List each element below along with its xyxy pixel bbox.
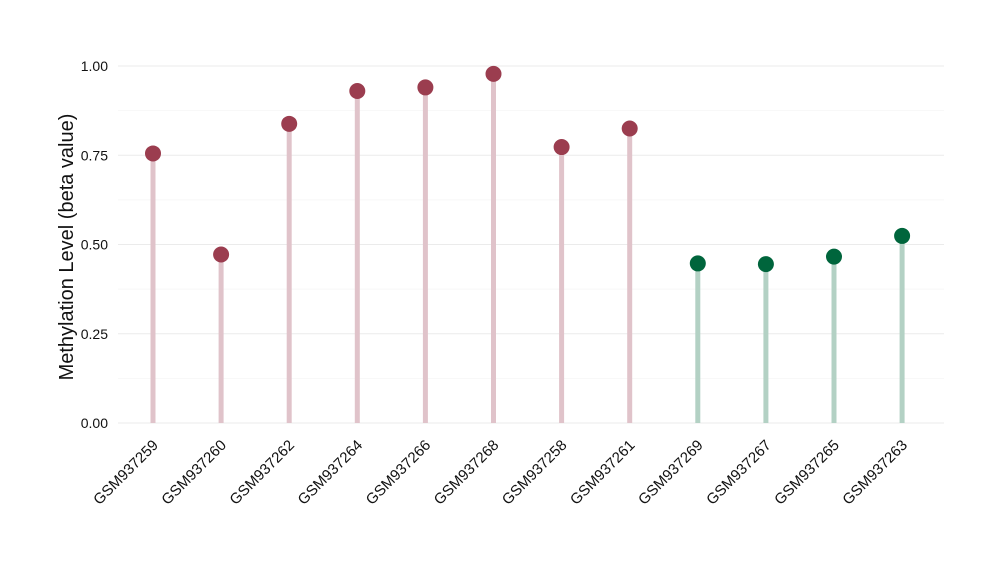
y-tick-label: 0.50: [81, 237, 108, 253]
y-axis-label: Methylation Level (beta value): [56, 114, 78, 381]
x-tick-label: GSM937260: [158, 437, 230, 509]
lollipop-point: [281, 115, 298, 132]
y-tick-label: 0.75: [81, 147, 108, 163]
lollipop-point: [894, 227, 911, 244]
x-tick-label: GSM937262: [226, 437, 298, 509]
x-tick-label: GSM937259: [90, 437, 162, 509]
x-tick-label: GSM937266: [363, 437, 435, 509]
x-tick-label: GSM937267: [703, 437, 775, 509]
lollipop-point: [621, 120, 638, 137]
y-tick-label: 0.25: [81, 326, 108, 342]
lollipop-point: [553, 139, 570, 156]
y-axis-ticks: 0.00 0.25 0.50 0.75 1.00: [81, 58, 108, 431]
lollipop-stems: [150, 73, 905, 423]
x-tick-label: GSM937261: [567, 437, 639, 509]
lollipop-point: [757, 256, 774, 273]
x-tick-label: GSM937269: [635, 437, 707, 509]
lollipop-point: [485, 65, 502, 82]
y-tick-label: 1.00: [81, 58, 108, 74]
x-tick-label: GSM937264: [295, 437, 367, 509]
x-tick-label: GSM937268: [431, 437, 503, 509]
y-tick-label: 0.00: [81, 415, 108, 431]
lollipop-point: [689, 255, 706, 272]
lollipop-point: [826, 248, 842, 265]
lollipop-point: [349, 82, 366, 99]
x-tick-label: GSM937263: [839, 437, 911, 509]
lollipop-point: [145, 145, 161, 162]
x-tick-label: GSM937265: [771, 437, 843, 509]
x-axis-ticks: GSM937259GSM937260GSM937262GSM937264GSM9…: [90, 437, 911, 509]
x-tick-label: GSM937258: [499, 437, 571, 509]
lollipop-points: [145, 65, 911, 273]
lollipop-point: [213, 246, 230, 263]
lollipop-point: [417, 79, 434, 96]
grid-lines: [118, 65, 944, 424]
